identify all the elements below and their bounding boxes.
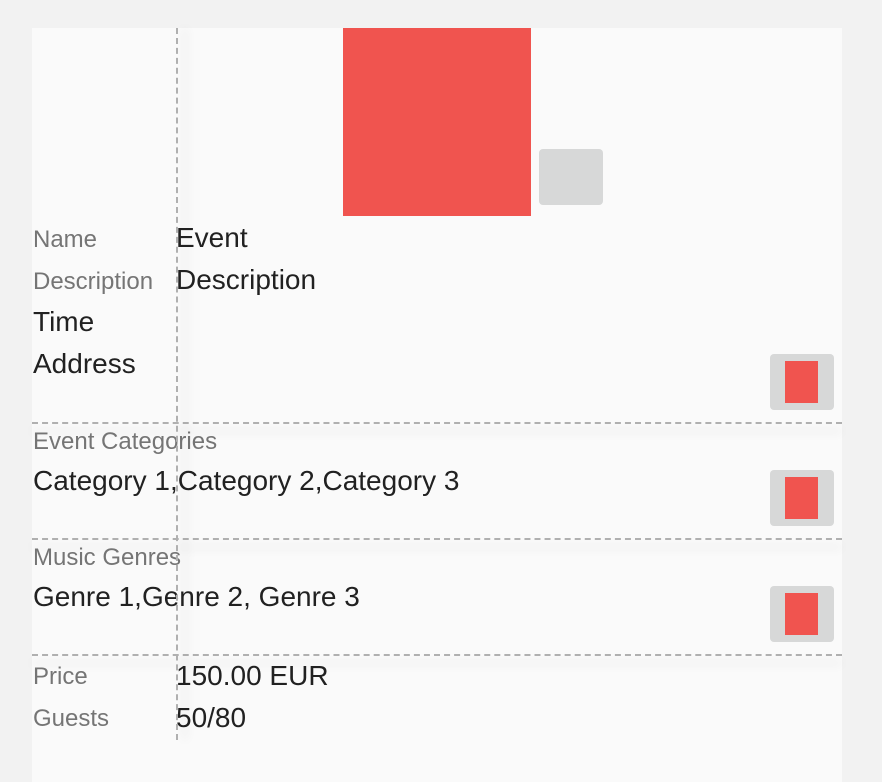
name-label: Name bbox=[33, 226, 98, 253]
description-label: Description bbox=[33, 268, 154, 295]
change-image-button[interactable] bbox=[539, 149, 603, 205]
name-value: Event bbox=[176, 222, 248, 253]
genres-value: Genre 1,Genre 2, Genre 3 bbox=[33, 581, 360, 612]
divider bbox=[32, 422, 842, 424]
event-image bbox=[343, 28, 531, 216]
edit-icon bbox=[785, 361, 818, 403]
genres-label: Music Genres bbox=[33, 544, 182, 571]
categories-value: Category 1,Category 2,Category 3 bbox=[33, 465, 460, 496]
divider bbox=[32, 538, 842, 540]
edit-icon bbox=[785, 477, 818, 519]
categories-label: Event Categories bbox=[33, 428, 218, 455]
address-label: Address bbox=[33, 348, 136, 379]
edit-icon bbox=[785, 593, 818, 635]
time-label: Time bbox=[33, 306, 95, 337]
guests-value: 50/80 bbox=[176, 702, 247, 733]
divider bbox=[32, 654, 842, 656]
price-value: 150.00 EUR bbox=[176, 660, 329, 691]
column-divider bbox=[176, 28, 178, 740]
edit-categories-button[interactable] bbox=[770, 470, 834, 526]
guests-label: Guests bbox=[33, 705, 110, 732]
price-label: Price bbox=[33, 663, 88, 690]
edit-genres-button[interactable] bbox=[770, 586, 834, 642]
event-card: Name Event Description Description Time … bbox=[32, 28, 842, 782]
description-value: Description bbox=[176, 264, 317, 295]
edit-event-button[interactable] bbox=[770, 354, 834, 410]
